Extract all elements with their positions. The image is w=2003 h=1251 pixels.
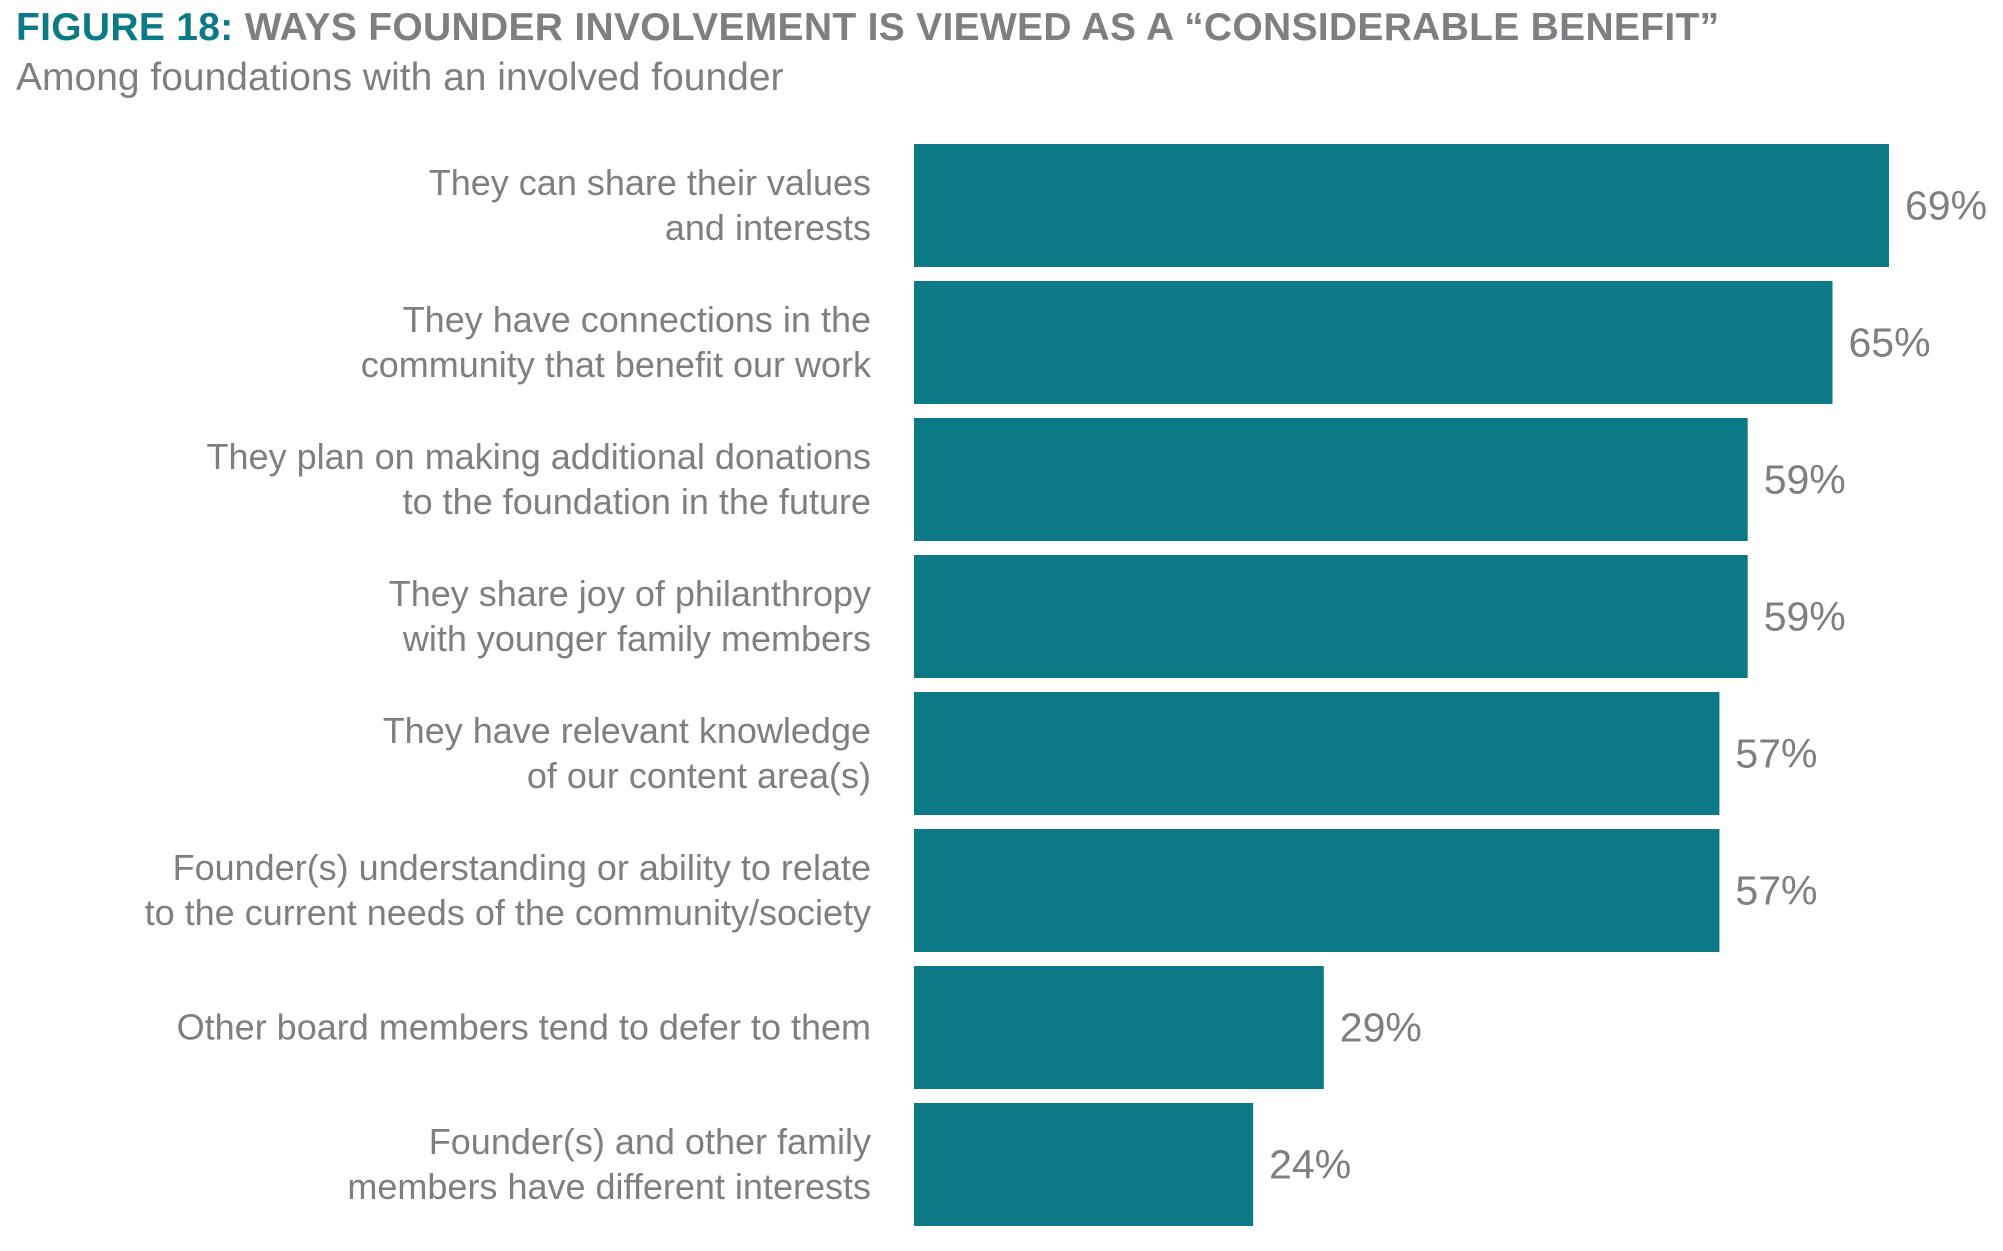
category-label-2-line-1: They have connections in the — [403, 299, 871, 340]
figure-number: FIGURE 18: — [16, 6, 234, 49]
value-label-1: 69% — [1905, 183, 1987, 229]
category-label-4-line-1: They share joy of philanthropy — [389, 573, 871, 614]
bar-2 — [914, 281, 1833, 404]
bar-6 — [914, 829, 1720, 952]
category-label-8-line-2: members have different interests — [347, 1166, 871, 1207]
category-label-3-line-1: They plan on making additional donations — [207, 436, 871, 477]
value-label-6: 57% — [1735, 868, 1817, 914]
category-label-5-line-2: of our content area(s) — [527, 755, 871, 796]
category-label-5-line-1: They have relevant knowledge — [383, 710, 871, 751]
value-label-5: 57% — [1735, 731, 1817, 777]
bar-3 — [914, 418, 1748, 541]
figure-title: FIGURE 18: WAYS FOUNDER INVOLVEMENT IS V… — [16, 6, 1719, 50]
value-label-7: 29% — [1340, 1005, 1422, 1051]
category-label-6-line-1: Founder(s) understanding or ability to r… — [173, 847, 871, 888]
category-label-7-line-1: Other board members tend to defer to the… — [177, 1007, 871, 1048]
figure-heading: WAYS FOUNDER INVOLVEMENT IS VIEWED AS A … — [244, 6, 1720, 49]
bar-5 — [914, 692, 1720, 815]
category-label-8-line-1: Founder(s) and other family — [429, 1121, 871, 1162]
value-label-2: 65% — [1848, 320, 1930, 366]
bar-4 — [914, 555, 1748, 678]
category-label-1-line-1: They can share their values — [429, 162, 871, 203]
value-label-8: 24% — [1269, 1142, 1351, 1188]
bar-1 — [914, 144, 1889, 267]
value-label-3: 59% — [1764, 457, 1846, 503]
value-label-4: 59% — [1764, 594, 1846, 640]
category-label-6-line-2: to the current needs of the community/so… — [145, 892, 871, 933]
category-label-2-line-2: community that benefit our work — [361, 344, 872, 385]
bar-7 — [914, 966, 1324, 1089]
category-label-1-line-2: and interests — [665, 207, 871, 248]
category-label-3-line-2: to the foundation in the future — [403, 481, 871, 522]
figure-subtitle: Among foundations with an involved found… — [16, 56, 784, 99]
bar-8 — [914, 1103, 1254, 1226]
category-label-4-line-2: with younger family members — [402, 618, 871, 659]
